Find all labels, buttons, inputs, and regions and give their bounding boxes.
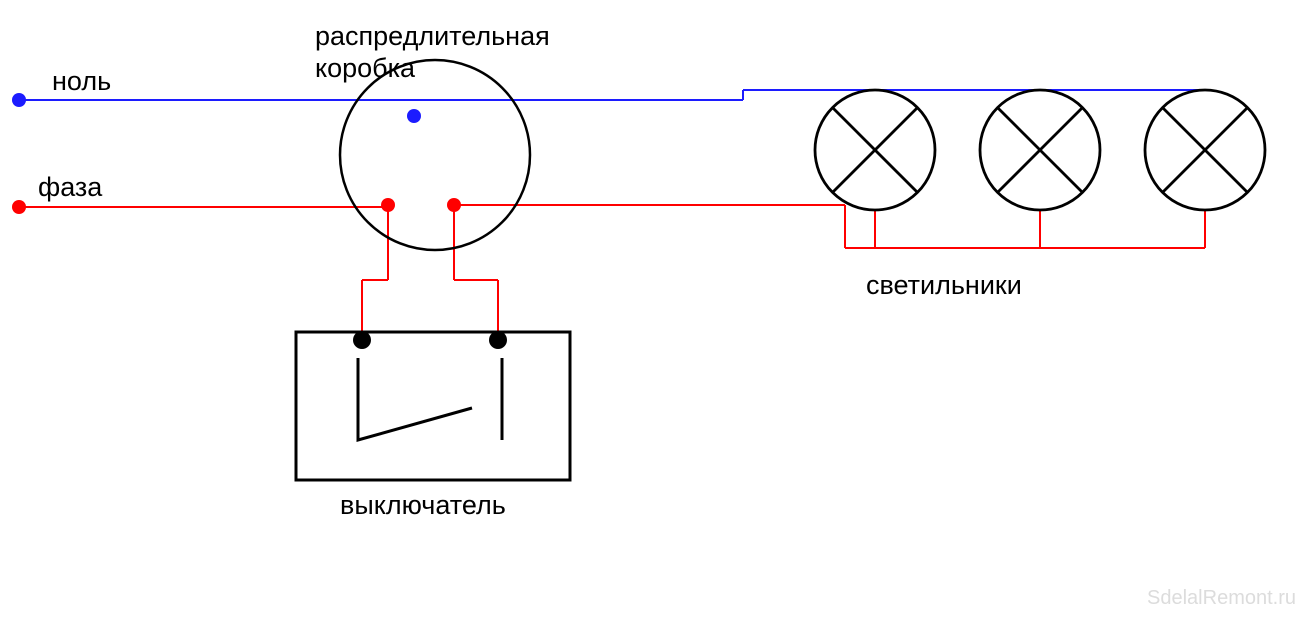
label-switch: выключатель — [340, 490, 506, 521]
supply-neutral-terminal — [12, 93, 26, 107]
junction-box — [340, 60, 530, 250]
jb-node-phase-in — [381, 198, 395, 212]
switch-terminal-right — [489, 331, 507, 349]
jb-node-neutral — [407, 109, 421, 123]
label-neutral: ноль — [52, 66, 111, 97]
switch-terminal-left — [353, 331, 371, 349]
switch-contact-left — [358, 358, 472, 440]
label-lamps: светильники — [866, 270, 1022, 301]
supply-phase-terminal — [12, 200, 26, 214]
watermark: SdelalRemont.ru — [1147, 587, 1296, 610]
wiring-diagram — [0, 0, 1316, 620]
label-junction-box: распредлительная коробка — [315, 20, 550, 85]
switch-box — [296, 332, 570, 480]
label-phase: фаза — [38, 172, 102, 203]
jb-node-phase-out — [447, 198, 461, 212]
